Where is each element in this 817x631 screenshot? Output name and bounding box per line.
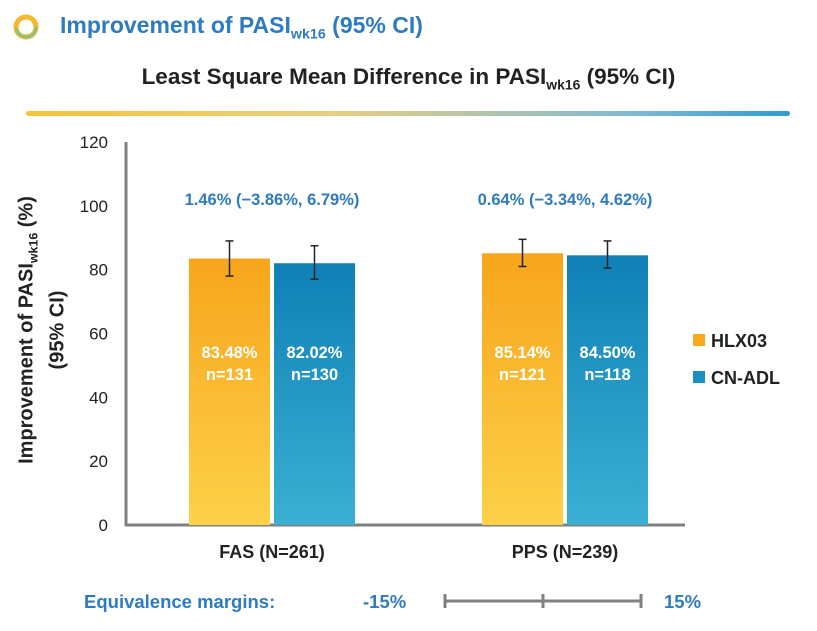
- legend-item-cn-adl: CN-ADL: [693, 368, 780, 389]
- equivalence-label: Equivalence margins:: [84, 591, 276, 612]
- bar-n-label: n=121: [499, 366, 546, 384]
- bar-value-label: 84.50%: [580, 344, 636, 362]
- bar-hlx03: [482, 253, 563, 525]
- x-category-label: FAS (N=261): [219, 542, 325, 562]
- bar-value-label: 82.02%: [287, 344, 343, 362]
- equivalence-upper: 15%: [664, 591, 702, 612]
- equivalence-margin-scale: [443, 594, 643, 608]
- bar-n-label: n=131: [206, 366, 253, 384]
- title-divider: [26, 111, 790, 116]
- equivalence-lower: -15%: [363, 591, 407, 612]
- bar-cn-adl: [274, 263, 355, 525]
- x-category-label: PPS (N=239): [512, 542, 619, 562]
- y-tick-label: 60: [89, 325, 108, 344]
- bar-n-label: n=118: [584, 366, 630, 384]
- slide-title: Improvement of PASIwk16 (95% CI): [60, 12, 423, 43]
- chart-title: Least Square Mean Difference in PASIwk16…: [141, 64, 676, 93]
- bar-hlx03: [189, 258, 270, 525]
- y-tick-label: 120: [80, 133, 108, 152]
- ring-bullet-icon: [13, 14, 39, 40]
- y-tick-label: 20: [89, 452, 108, 471]
- y-tick-label: 100: [80, 197, 108, 216]
- legend-swatch-hlx03: [693, 334, 705, 346]
- bar-cn-adl: [567, 255, 648, 525]
- legend-swatch-cn-adl: [693, 371, 705, 383]
- difference-label: 0.64% (−3.34%, 4.62%): [478, 191, 653, 209]
- y-tick-label: 80: [89, 261, 108, 280]
- legend-item-hlx03: HLX03: [693, 331, 767, 352]
- bar-value-label: 85.14%: [495, 344, 551, 362]
- y-tick-label: 40: [89, 388, 108, 407]
- y-tick-label: 0: [99, 516, 108, 535]
- bar-n-label: n=130: [291, 366, 338, 384]
- difference-label: 1.46% (−3.86%, 6.79%): [185, 191, 360, 209]
- bar-value-label: 83.48%: [202, 344, 258, 362]
